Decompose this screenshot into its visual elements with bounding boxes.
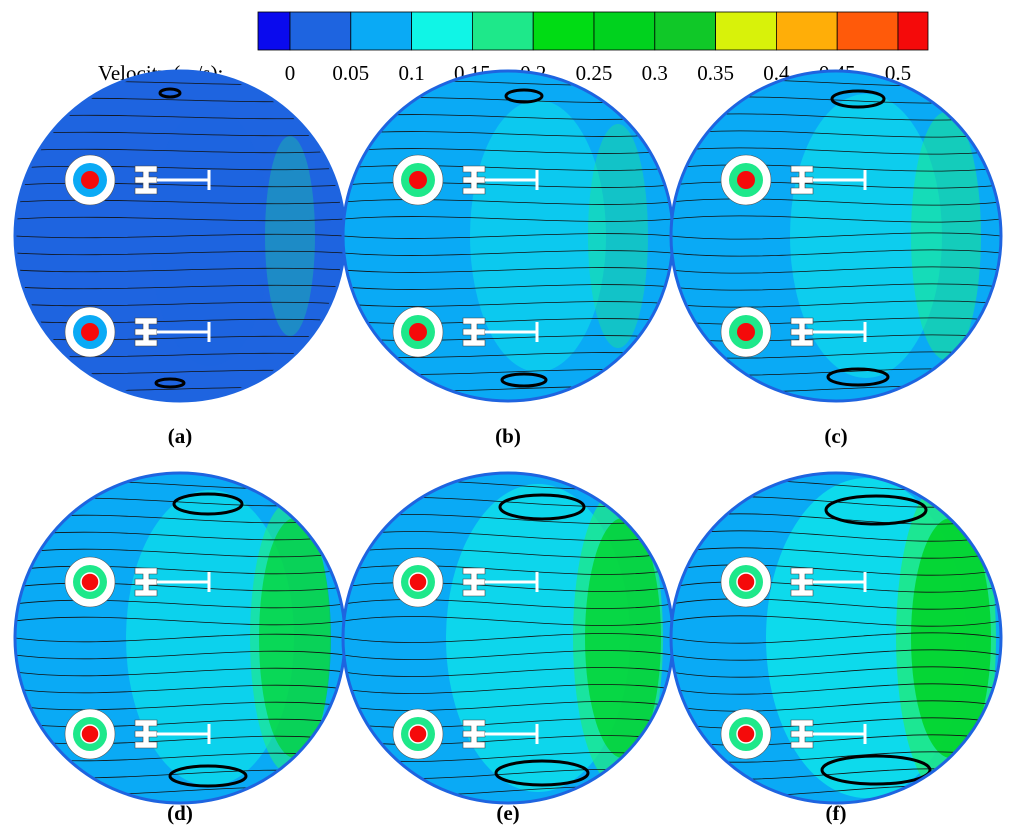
- cylinder-core: [81, 323, 99, 341]
- flow-panel: [343, 473, 673, 803]
- baffle: [135, 318, 157, 346]
- cylinder-core: [81, 171, 99, 189]
- colorbar-swatch: [412, 12, 473, 50]
- colorbar-tick-label: 0: [285, 61, 296, 85]
- baffle: [135, 720, 157, 748]
- panel-label: (d): [167, 801, 193, 825]
- colorbar-swatch: [351, 12, 412, 50]
- colorbar-swatch: [594, 12, 655, 50]
- cylinder-core: [409, 725, 427, 743]
- colorbar-tick-label: 0.3: [642, 61, 668, 85]
- baffle: [463, 568, 485, 596]
- colorbar-swatch: [472, 12, 533, 50]
- flow-panel: [671, 473, 1001, 803]
- flow-panel: [15, 473, 345, 803]
- panel-label: (a): [168, 424, 193, 448]
- baffle: [463, 720, 485, 748]
- colorbar-swatch: [837, 12, 898, 50]
- baffle: [791, 166, 813, 194]
- baffle: [463, 166, 485, 194]
- colorbar-swatch: [898, 12, 928, 50]
- cylinder-core: [737, 323, 755, 341]
- panel-label: (b): [495, 424, 521, 448]
- colorbar-tick-label: 0.05: [332, 61, 369, 85]
- panel-label: (e): [496, 801, 519, 825]
- colorbar-swatch: [776, 12, 837, 50]
- baffle: [791, 720, 813, 748]
- cylinder-core: [81, 573, 99, 591]
- cylinder-core: [737, 725, 755, 743]
- baffle: [791, 568, 813, 596]
- colorbar-tick-label: 0.1: [398, 61, 424, 85]
- baffle: [135, 166, 157, 194]
- cylinder-core: [409, 171, 427, 189]
- flow-panel: [671, 71, 1001, 401]
- panel-label: (f): [826, 801, 847, 825]
- cylinder-core: [81, 725, 99, 743]
- colorbar-swatch: [533, 12, 594, 50]
- cylinder-core: [737, 573, 755, 591]
- flow-region: [588, 124, 648, 348]
- colorbar-swatch: [716, 12, 777, 50]
- panel-label: (c): [824, 424, 847, 448]
- colorbar-tick-label: 0.25: [576, 61, 613, 85]
- baffle: [463, 318, 485, 346]
- colorbar-swatch: [290, 12, 351, 50]
- cylinder-core: [409, 573, 427, 591]
- colorbar-swatch: [258, 12, 290, 50]
- baffle: [791, 318, 813, 346]
- baffle: [135, 568, 157, 596]
- colorbar-swatch: [655, 12, 716, 50]
- cylinder-core: [737, 171, 755, 189]
- colorbar-tick-label: 0.35: [697, 61, 734, 85]
- cylinder-core: [409, 323, 427, 341]
- flow-panel: [15, 71, 345, 401]
- flow-panel: [343, 71, 673, 401]
- flow-region: [265, 136, 315, 336]
- figure: Velocity (m/s): 00.050.10.150.20.250.30.…: [0, 0, 1016, 832]
- flow-region: [259, 518, 331, 758]
- flow-region: [911, 112, 981, 360]
